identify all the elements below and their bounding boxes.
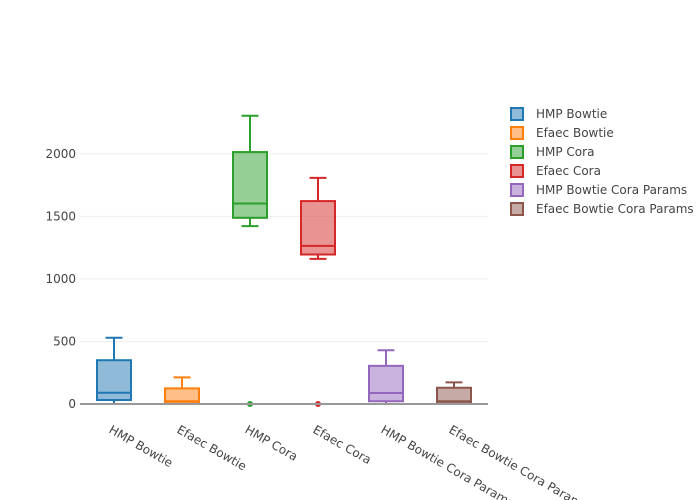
legend-item: Efaec Bowtie Cora Params	[536, 202, 694, 216]
x-tick-label: HMP Cora	[243, 422, 301, 463]
legend-item: HMP Cora	[536, 145, 594, 159]
legend-item: Efaec Cora	[536, 164, 601, 178]
y-tick-label: 0	[68, 397, 76, 411]
legend-swatch	[510, 145, 524, 159]
legend-swatch	[510, 126, 524, 140]
y-tick-label: 2000	[45, 147, 76, 161]
legend-item: Efaec Bowtie	[536, 126, 614, 140]
legend-swatch	[510, 202, 524, 216]
y-tick-label: 1000	[45, 272, 76, 286]
x-tick-label: Efaec Bowtie	[175, 422, 249, 473]
box-hmp-cora	[232, 151, 268, 219]
x-tick-label: HMP Bowtie	[107, 422, 176, 470]
legend-item: HMP Bowtie	[536, 107, 607, 121]
y-tick-label: 1500	[45, 209, 76, 223]
box-hmp-bowtie-cora-params	[368, 364, 404, 403]
legend-swatch	[510, 183, 524, 197]
legend-swatch	[510, 164, 524, 178]
y-tick-label: 500	[53, 334, 76, 348]
x-tick-label: Efaec Cora	[311, 422, 374, 467]
x-tick-label: Efaec Bowtie Cora Params	[447, 422, 591, 500]
legend-item: HMP Bowtie Cora Params	[536, 183, 687, 197]
box-hmp-bowtie	[96, 359, 132, 401]
legend-swatch	[510, 107, 524, 121]
